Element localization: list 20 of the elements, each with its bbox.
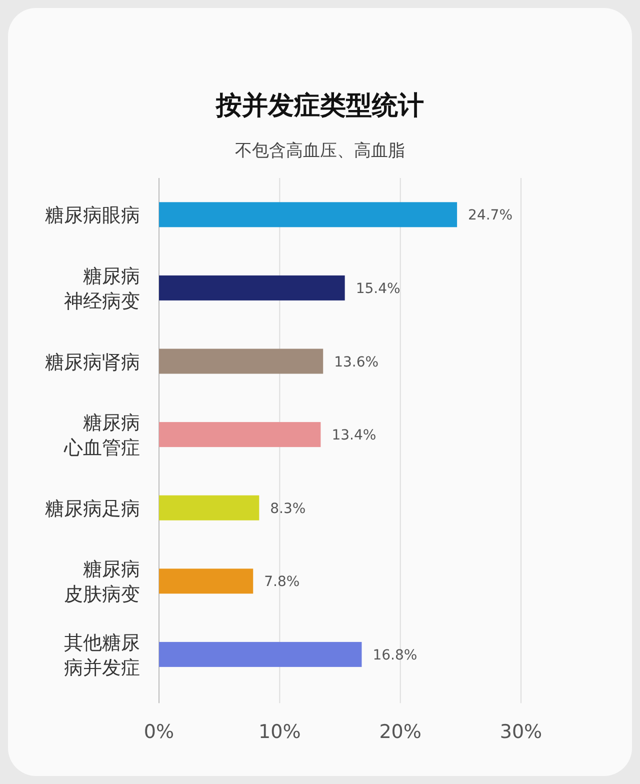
- data-label: 13.4%: [332, 428, 376, 444]
- title: 按并发症类型统计: [216, 91, 424, 121]
- x-tick: 10%: [258, 721, 301, 744]
- y-tick: 糖尿病皮肤病变: [64, 558, 140, 606]
- data-label: 15.4%: [356, 280, 400, 297]
- data-label: 16.8%: [372, 647, 418, 664]
- x-tick: 30%: [500, 721, 542, 744]
- x-tick: 20%: [379, 721, 422, 744]
- data-label: 24.7%: [468, 208, 513, 224]
- subtitle: 不包含高血压、高血脂: [235, 141, 405, 161]
- data-label: 7.8%: [264, 574, 300, 590]
- y-tick: 糖尿病肾病: [45, 351, 140, 374]
- data-label: 13.6%: [334, 354, 379, 370]
- x-tick: 0%: [144, 721, 174, 744]
- y-tick: 糖尿病心血管症: [64, 412, 140, 460]
- y-tick: 糖尿病眼病: [45, 204, 140, 227]
- y-tick: 其他糖尿病并发症: [64, 632, 140, 679]
- y-tick: 糖尿病神经病变: [64, 265, 140, 312]
- data-label: 8.3%: [270, 500, 306, 517]
- y-tick: 糖尿病足病: [45, 498, 140, 520]
